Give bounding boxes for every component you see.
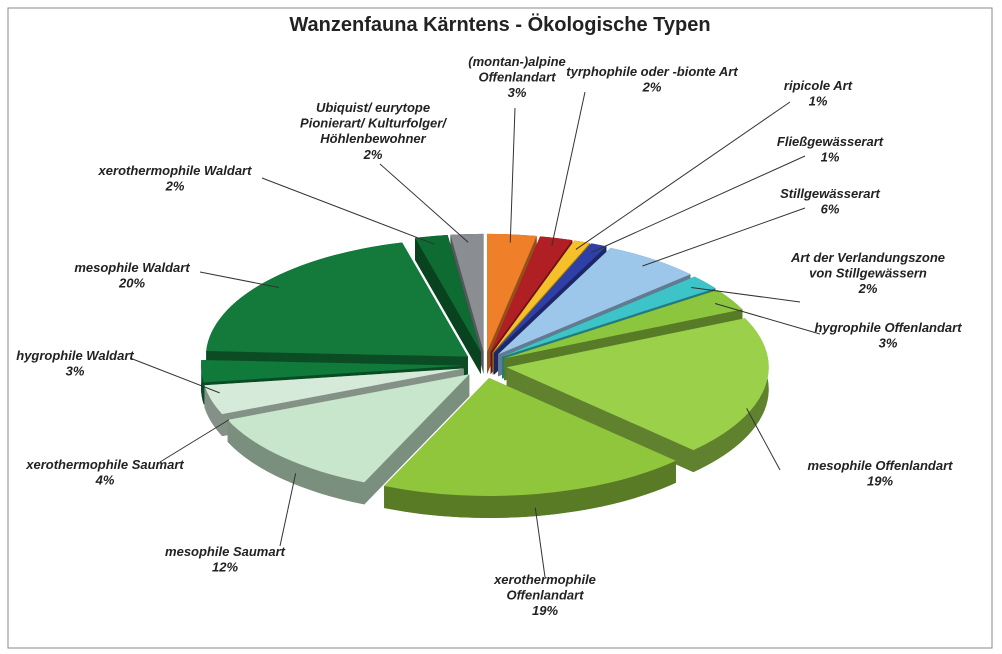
category-label: xerothermophile Waldart	[98, 163, 253, 178]
slice-top	[493, 243, 607, 353]
category-label: Stillgewässerart	[780, 186, 880, 201]
leader-line	[534, 507, 546, 578]
slice-face	[506, 367, 694, 473]
leader-line	[261, 177, 435, 245]
category-label: ripicole Art	[784, 78, 853, 93]
chart-title: Wanzenfauna Kärntens - Ökologische Typen	[289, 13, 710, 36]
slice-top	[227, 374, 470, 483]
leader-line	[746, 408, 781, 471]
slice	[506, 318, 769, 473]
value-label: 20%	[118, 276, 145, 291]
leader-line	[199, 271, 279, 288]
value-label: 2%	[642, 80, 662, 95]
category-label: tyrphophile oder -bionte Art	[566, 64, 738, 79]
value-label: 2%	[363, 147, 383, 162]
slice	[384, 377, 676, 518]
slice-wall	[201, 360, 204, 405]
category-label: mesophile Offenlandart	[808, 458, 954, 473]
leader-line	[691, 286, 801, 303]
slice	[227, 374, 470, 505]
leader-line	[591, 155, 806, 253]
value-label: 19%	[867, 474, 893, 489]
value-label: 12%	[212, 560, 238, 575]
value-label: 6%	[821, 202, 840, 217]
category-label: hygrophile Offenlandart	[814, 320, 962, 335]
slice	[415, 234, 481, 375]
slice-face	[415, 237, 481, 375]
category-label: Ubiquist/ eurytope Pionierart/ Kulturfolg…	[300, 100, 447, 146]
slice-top	[498, 247, 691, 355]
leader-line	[575, 101, 791, 250]
slice-top	[206, 242, 468, 357]
category-label: hygrophile Waldart	[16, 348, 134, 363]
slice-wall	[693, 318, 769, 473]
value-label: 3%	[66, 364, 85, 379]
slice-top	[506, 318, 769, 451]
slice-top	[204, 368, 464, 415]
leader-line	[642, 207, 806, 267]
slice-top	[504, 289, 743, 359]
value-label: 1%	[809, 94, 828, 109]
value-label: 4%	[95, 473, 115, 488]
slice-top	[415, 234, 481, 353]
slice-wall	[227, 419, 365, 505]
pie	[201, 233, 769, 518]
category-label: xerothermophile Saumart	[25, 457, 184, 472]
slice-wall	[204, 385, 223, 437]
value-label: 19%	[532, 603, 558, 618]
category-label: mesophile Waldart	[74, 260, 190, 275]
value-label: 3%	[508, 85, 527, 100]
slice-top	[450, 233, 484, 352]
slice-top	[490, 236, 573, 353]
slice-wall	[384, 460, 676, 518]
slice-top	[201, 360, 464, 383]
category-label: mesophile Saumart	[165, 544, 286, 559]
leader-line	[551, 91, 586, 247]
value-label: 1%	[821, 150, 840, 165]
leader-line	[379, 163, 469, 243]
value-label: 2%	[165, 179, 185, 194]
leader-line	[279, 473, 297, 547]
slice-top	[384, 377, 676, 496]
slice-face	[364, 374, 470, 505]
leader-line	[509, 107, 516, 243]
slice-top	[502, 276, 716, 357]
category-label: Fließgewässerart	[777, 134, 884, 149]
slice-top	[487, 233, 537, 352]
value-label: 2%	[858, 281, 878, 296]
value-label: 3%	[879, 336, 898, 351]
leader-line	[159, 419, 230, 463]
category-label: xerothermophile Offenlandart	[493, 572, 596, 603]
category-label: (montan-)alpine Offenlandart	[468, 54, 566, 85]
leader-line	[714, 303, 821, 335]
category-label: Art der Verlandungszone von Stillgewässer…	[790, 250, 945, 281]
slice-top	[492, 240, 590, 353]
leader-line	[129, 357, 220, 394]
